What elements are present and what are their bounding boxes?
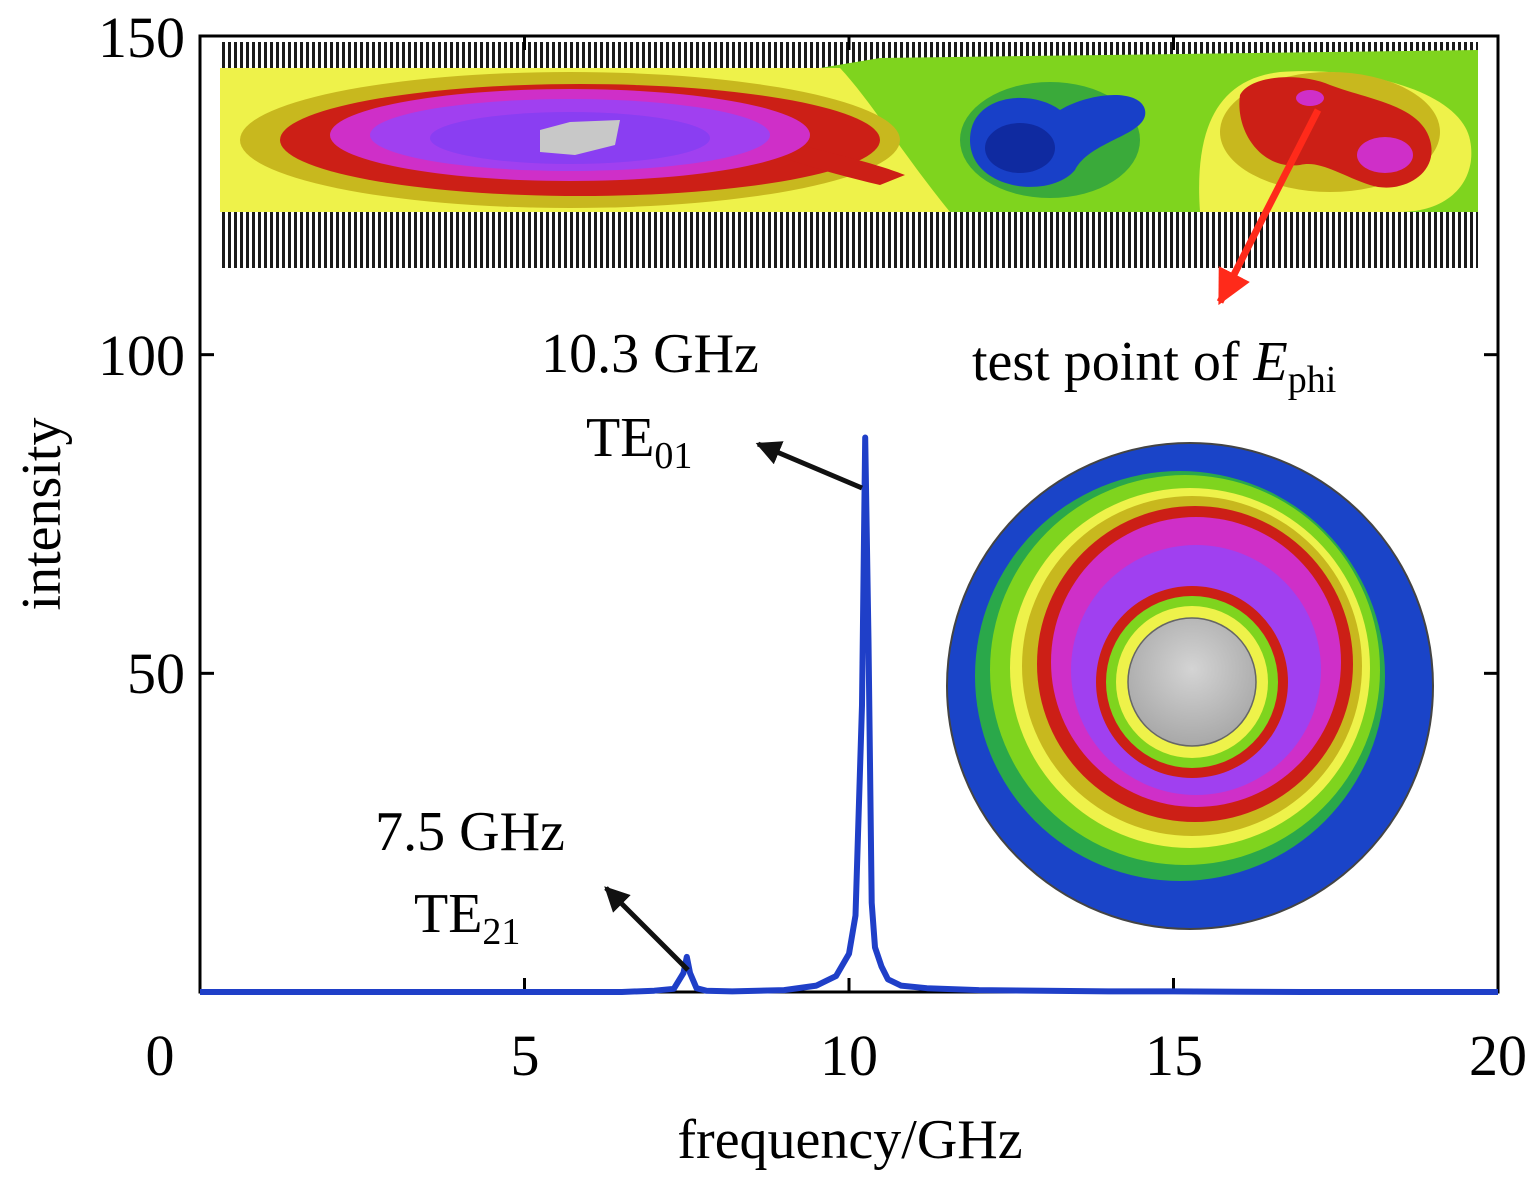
x-tick-label: 10 (820, 1023, 878, 1088)
x-axis-label: frequency/GHz (677, 1109, 1022, 1171)
y-axis-label: intensity (11, 418, 73, 611)
x-tick-label: 20 (1469, 1023, 1527, 1088)
annotation-arrow (755, 441, 863, 491)
inset-longitudinal-field-map (220, 42, 1478, 268)
test-point-label: test point of Ephi (972, 331, 1336, 401)
annotation-freq: 7.5 GHz (375, 801, 565, 863)
axis-ticks (200, 36, 1498, 992)
annotation-mode: TE21 (414, 883, 520, 953)
x-tick-label: 15 (1145, 1023, 1203, 1088)
y-tick-label: 50 (127, 641, 185, 706)
test-point-arrow (1216, 108, 1322, 306)
inset-cross-section-field-map (946, 442, 1434, 930)
x-tick-label: 5 (511, 1023, 540, 1088)
annotation-mode: TE01 (586, 407, 692, 477)
y-tick-label: 100 (98, 323, 185, 388)
series-line (200, 434, 1498, 995)
x-tick-label: 0 (146, 1023, 175, 1088)
annotation-arrow (604, 886, 690, 972)
y-tick-label: 150 (98, 5, 185, 70)
annotation-freq: 10.3 GHz (541, 323, 759, 385)
